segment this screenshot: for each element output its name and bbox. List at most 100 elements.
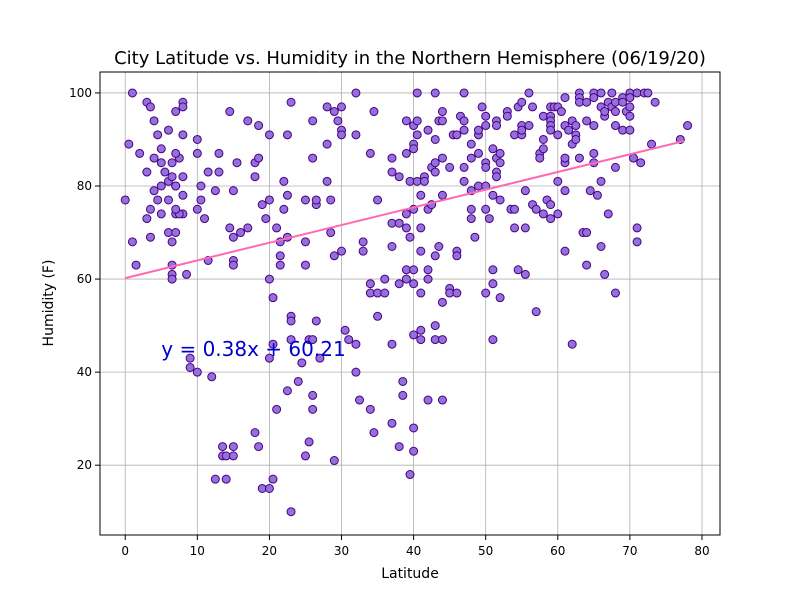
data-point [459,176,469,186]
data-point [387,167,397,177]
data-point [607,88,617,98]
data-point [145,204,155,214]
data-point [358,237,368,247]
data-point [149,153,159,163]
data-point [567,339,577,349]
data-point [156,144,166,154]
data-point [192,134,202,144]
data-point [466,153,476,163]
data-point [351,88,361,98]
data-point [365,404,375,414]
data-point [326,228,336,238]
data-point [524,88,534,98]
y-tick-label: 20 [77,458,92,472]
data-point [322,139,332,149]
data-point [127,88,137,98]
data-point [308,404,318,414]
data-point [398,376,408,386]
data-point [430,167,440,177]
data-point [268,293,278,303]
x-tick-label: 50 [478,544,493,558]
regression-equation: y = 0.38x + 60.21 [161,337,345,361]
data-point [279,176,289,186]
data-point [120,195,130,205]
data-point [236,228,246,238]
data-point [445,162,455,172]
data-point [419,176,429,186]
data-point [145,102,155,112]
data-point [351,339,361,349]
data-point [466,214,476,224]
data-point [423,274,433,284]
data-point [538,209,548,219]
data-point [437,297,447,307]
data-point [434,241,444,251]
data-point [254,153,264,163]
data-point [520,269,530,279]
data-point [254,121,264,131]
y-axis-label: Humidity (F) [41,260,57,347]
data-point [131,260,141,270]
data-point [647,139,657,149]
data-point [398,390,408,400]
axis-ticks: 0 10 20 30 40 50 60 70 80 20 40 60 80 100 [69,86,710,558]
data-point [264,353,274,363]
data-point [596,176,606,186]
data-point [517,125,527,135]
data-point [167,158,177,168]
data-point [683,121,693,131]
data-point [297,358,307,368]
data-point [430,134,440,144]
data-point [600,269,610,279]
data-point [437,153,447,163]
data-point [603,209,613,219]
y-tick-label: 40 [77,365,92,379]
data-point [163,125,173,135]
data-point [528,102,538,112]
data-point [196,181,206,191]
data-point [589,148,599,158]
data-point [272,404,282,414]
data-point [203,167,213,177]
data-point [329,456,339,466]
data-point [286,507,296,517]
data-point [365,148,375,158]
data-point [618,97,628,107]
data-point [394,172,404,182]
data-point [145,232,155,242]
data-point [459,125,469,135]
data-point [268,339,278,349]
data-point [394,218,404,228]
data-point [430,321,440,331]
data-point [437,107,447,117]
data-point [308,116,318,126]
data-point [589,93,599,103]
data-point [333,116,343,126]
data-point [358,246,368,256]
data-point [394,442,404,452]
data-point [308,153,318,163]
data-point [200,214,210,224]
data-point [560,186,570,196]
data-point [142,167,152,177]
data-point [625,111,635,121]
data-point [409,265,419,275]
data-point [574,153,584,163]
data-point [214,148,224,158]
data-point [437,190,447,200]
data-point [300,451,310,461]
data-point [437,335,447,345]
data-point [243,116,253,126]
data-point [409,144,419,154]
data-point [488,335,498,345]
x-axis-label: Latitude [381,566,439,582]
data-point [153,195,163,205]
data-point [261,214,271,224]
data-point [401,148,411,158]
data-point [592,190,602,200]
data-point [589,121,599,131]
data-point [196,195,206,205]
data-point [300,195,310,205]
data-point [286,97,296,107]
data-point [488,190,498,200]
